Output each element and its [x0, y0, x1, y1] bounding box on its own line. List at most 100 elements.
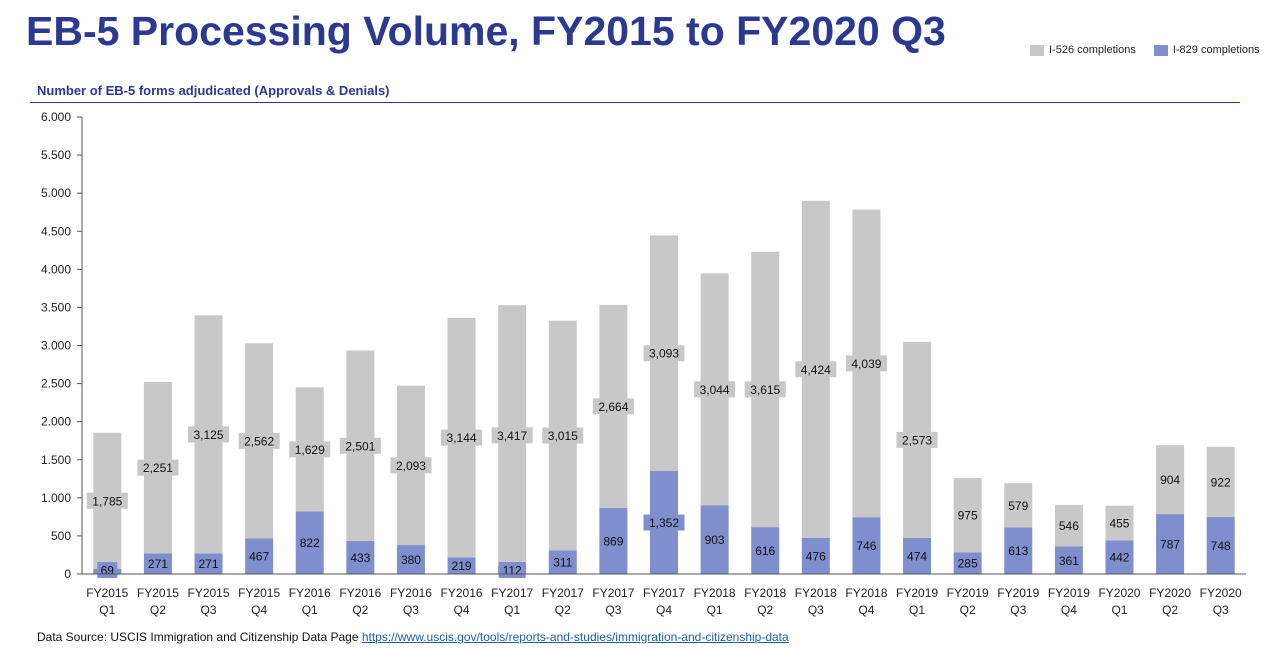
data-label-i829: 474	[907, 549, 927, 563]
data-label-i829-bg	[852, 537, 880, 554]
data-label-i526: 2,573	[902, 433, 932, 447]
data-label-i526-bg	[86, 492, 128, 509]
data-label-i526: 3,615	[750, 383, 780, 397]
x-tick-label-quarter: Q4	[656, 603, 672, 617]
data-label-i829-bg	[397, 551, 425, 568]
data-label-i526: 3,044	[700, 383, 730, 397]
data-label-i829-bg	[751, 542, 779, 559]
legend-swatch-i526	[1030, 44, 1044, 56]
x-tick-label-year: FY2019	[997, 586, 1039, 600]
data-label-i526-bg	[1207, 473, 1235, 490]
data-label-i829-bg	[448, 557, 476, 574]
data-label-i829-bg	[346, 549, 374, 566]
x-tick-label-quarter: Q3	[403, 603, 419, 617]
data-label-i526: 546	[1059, 519, 1079, 533]
x-tick-label-quarter: Q4	[1061, 603, 1077, 617]
data-label-i526-bg	[441, 429, 483, 446]
data-label-i829-bg	[296, 534, 324, 551]
data-label-i829-bg	[599, 532, 627, 549]
x-tick-label-quarter: Q1	[302, 603, 318, 617]
data-label-i829-bg	[1055, 552, 1083, 569]
data-label-i526: 904	[1160, 473, 1180, 487]
data-label-i526-bg	[137, 459, 179, 476]
data-label-i526-bg	[289, 441, 331, 458]
data-label-i829-bg	[549, 554, 577, 571]
data-label-i829: 467	[249, 550, 269, 564]
data-source-label: Data Source: USCIS Immigration and Citiz…	[37, 630, 359, 644]
x-tick-label-year: FY2017	[542, 586, 584, 600]
data-label-i829-bg	[802, 547, 830, 564]
y-tick-label: 500	[51, 529, 71, 543]
x-tick-label-quarter: Q2	[150, 603, 166, 617]
x-tick-label-quarter: Q2	[555, 603, 571, 617]
data-source-footer: Data Source: USCIS Immigration and Citiz…	[37, 630, 789, 644]
y-tick-label: 2.500	[41, 377, 71, 391]
legend-label-i526: I-526 completions	[1049, 44, 1136, 56]
data-label-i829-bg	[903, 547, 931, 564]
x-tick-label-year: FY2019	[947, 586, 989, 600]
data-label-i526: 4,039	[851, 357, 881, 371]
data-label-i526: 3,417	[497, 429, 527, 443]
data-label-i526-bg	[1055, 517, 1083, 534]
data-label-i829-bg	[1105, 549, 1133, 566]
legend-item-i526: I-526 completions	[1030, 44, 1136, 56]
data-label-i829: 746	[856, 539, 876, 553]
x-tick-label-quarter: Q4	[454, 603, 470, 617]
data-label-i526-bg	[954, 507, 982, 524]
x-tick-label-year: FY2016	[441, 586, 483, 600]
chart-subtitle: Number of EB-5 forms adjudicated (Approv…	[37, 83, 390, 98]
y-tick-label: 6.000	[41, 110, 71, 124]
x-tick-label-year: FY2015	[188, 586, 230, 600]
x-tick-label-quarter: Q3	[201, 603, 217, 617]
x-tick-label-year: FY2015	[238, 586, 280, 600]
data-label-i526-bg	[339, 437, 381, 454]
y-tick-label: 4.000	[41, 262, 71, 276]
data-label-i829: 271	[148, 557, 168, 571]
data-label-i526: 922	[1211, 475, 1231, 489]
x-tick-label-year: FY2016	[390, 586, 432, 600]
data-label-i526: 455	[1109, 517, 1129, 531]
data-label-i829: 787	[1160, 538, 1180, 552]
data-label-i829: 271	[199, 557, 219, 571]
data-label-i526: 1,629	[295, 443, 325, 457]
data-label-i526-bg	[238, 432, 280, 449]
data-label-i526: 3,015	[548, 429, 578, 443]
x-tick-label-quarter: Q1	[504, 603, 520, 617]
x-tick-label-year: FY2017	[592, 586, 634, 600]
x-tick-label-quarter: Q2	[757, 603, 773, 617]
data-label-i526-bg	[491, 427, 533, 444]
data-source-link[interactable]: https://www.uscis.gov/tools/reports-and-…	[361, 630, 789, 644]
data-label-i526: 579	[1008, 499, 1028, 513]
data-label-i829: 69	[101, 564, 115, 578]
data-label-i829: 442	[1109, 551, 1129, 565]
data-label-i829-bg	[195, 555, 223, 572]
x-tick-label-year: FY2019	[1048, 586, 1090, 600]
data-label-i526-bg	[643, 345, 685, 362]
data-label-i526: 3,144	[447, 431, 477, 445]
x-tick-label-year: FY2015	[86, 586, 128, 600]
x-tick-label-year: FY2015	[137, 586, 179, 600]
subtitle-divider	[30, 102, 1240, 103]
x-tick-label-quarter: Q1	[99, 603, 115, 617]
data-label-i526: 2,664	[598, 400, 628, 414]
data-label-i829: 311	[553, 556, 572, 570]
data-label-i829: 112	[503, 564, 522, 578]
y-tick-label: 2.000	[41, 415, 71, 429]
y-tick-label: 1.500	[41, 453, 71, 467]
data-label-i526-bg	[390, 457, 432, 474]
data-label-i829: 1,352	[649, 516, 679, 530]
data-label-i829: 903	[705, 533, 725, 547]
y-tick-label: 3.000	[41, 339, 71, 353]
data-label-i829: 285	[958, 557, 978, 571]
x-tick-label-year: FY2016	[339, 586, 381, 600]
data-label-i829: 613	[1008, 544, 1028, 558]
y-tick-label: 0	[64, 567, 71, 581]
data-label-i829: 476	[806, 549, 826, 563]
data-label-i526: 2,562	[244, 434, 274, 448]
y-tick-label: 1.000	[41, 491, 71, 505]
y-tick-label: 5.500	[41, 148, 71, 162]
x-tick-label-quarter: Q4	[251, 603, 267, 617]
data-label-i829: 616	[755, 544, 775, 558]
y-tick-label: 3.500	[41, 300, 71, 314]
